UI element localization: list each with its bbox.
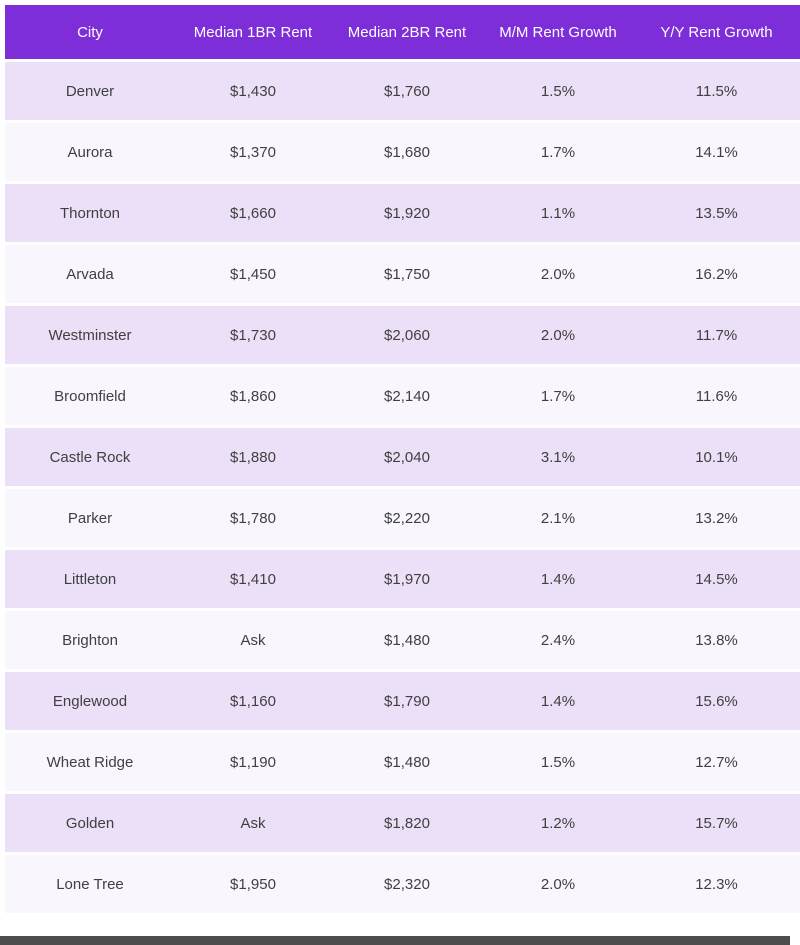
table-row: Golden Ask $1,820 1.2% 15.7% (5, 794, 800, 852)
median-1br-rent-cell: $1,430 (175, 62, 331, 120)
city-cell: Denver (5, 62, 175, 120)
table-row: Brighton Ask $1,480 2.4% 13.8% (5, 611, 800, 669)
column-header-median-1br-rent: Median 1BR Rent (175, 5, 331, 59)
median-2br-rent-cell: $1,970 (331, 550, 483, 608)
mm-rent-growth-cell: 2.0% (483, 855, 633, 913)
median-1br-rent-cell: $1,880 (175, 428, 331, 486)
mm-rent-growth-cell: 1.5% (483, 733, 633, 791)
city-cell: Englewood (5, 672, 175, 730)
table-row: Denver $1,430 $1,760 1.5% 11.5% (5, 62, 800, 120)
city-cell: Aurora (5, 123, 175, 181)
median-2br-rent-cell: $2,320 (331, 855, 483, 913)
column-header-mm-rent-growth: M/M Rent Growth (483, 5, 633, 59)
city-cell: Westminster (5, 306, 175, 364)
table-row: Broomfield $1,860 $2,140 1.7% 11.6% (5, 367, 800, 425)
mm-rent-growth-cell: 2.0% (483, 245, 633, 303)
city-cell: Thornton (5, 184, 175, 242)
median-1br-rent-cell: Ask (175, 611, 331, 669)
median-2br-rent-cell: $1,680 (331, 123, 483, 181)
city-cell: Castle Rock (5, 428, 175, 486)
table-body: Denver $1,430 $1,760 1.5% 11.5% Aurora $1,370 $… (5, 62, 800, 913)
yy-rent-growth-cell: 13.5% (633, 184, 800, 242)
mm-rent-growth-cell: 1.5% (483, 62, 633, 120)
yy-rent-growth-cell: 13.2% (633, 489, 800, 547)
mm-rent-growth-cell: 1.7% (483, 367, 633, 425)
column-header-median-2br-rent: Median 2BR Rent (331, 5, 483, 59)
median-2br-rent-cell: $1,820 (331, 794, 483, 852)
table-row: Lone Tree $1,950 $2,320 2.0% 12.3% (5, 855, 800, 913)
median-1br-rent-cell: $1,730 (175, 306, 331, 364)
table-row: Aurora $1,370 $1,680 1.7% 14.1% (5, 123, 800, 181)
median-1br-rent-cell: $1,860 (175, 367, 331, 425)
median-1br-rent-cell: Ask (175, 794, 331, 852)
city-cell: Broomfield (5, 367, 175, 425)
table-row: Castle Rock $1,880 $2,040 3.1% 10.1% (5, 428, 800, 486)
mm-rent-growth-cell: 2.4% (483, 611, 633, 669)
city-cell: Parker (5, 489, 175, 547)
city-cell: Arvada (5, 245, 175, 303)
column-header-yy-rent-growth: Y/Y Rent Growth (633, 5, 800, 59)
median-2br-rent-cell: $2,220 (331, 489, 483, 547)
median-1br-rent-cell: $1,780 (175, 489, 331, 547)
horizontal-scrollbar-track[interactable] (0, 936, 800, 945)
yy-rent-growth-cell: 13.8% (633, 611, 800, 669)
mm-rent-growth-cell: 1.2% (483, 794, 633, 852)
median-1br-rent-cell: $1,950 (175, 855, 331, 913)
yy-rent-growth-cell: 12.7% (633, 733, 800, 791)
median-1br-rent-cell: $1,160 (175, 672, 331, 730)
mm-rent-growth-cell: 3.1% (483, 428, 633, 486)
yy-rent-growth-cell: 11.6% (633, 367, 800, 425)
table-row: Arvada $1,450 $1,750 2.0% 16.2% (5, 245, 800, 303)
table-row: Parker $1,780 $2,220 2.1% 13.2% (5, 489, 800, 547)
yy-rent-growth-cell: 15.7% (633, 794, 800, 852)
median-1br-rent-cell: $1,410 (175, 550, 331, 608)
median-2br-rent-cell: $1,480 (331, 611, 483, 669)
median-2br-rent-cell: $1,920 (331, 184, 483, 242)
median-2br-rent-cell: $1,760 (331, 62, 483, 120)
rent-table-container: City Median 1BR Rent Median 2BR Rent M/M… (5, 2, 800, 916)
table-row: Westminster $1,730 $2,060 2.0% 11.7% (5, 306, 800, 364)
city-cell: Golden (5, 794, 175, 852)
column-header-city: City (5, 5, 175, 59)
yy-rent-growth-cell: 10.1% (633, 428, 800, 486)
mm-rent-growth-cell: 1.1% (483, 184, 633, 242)
city-cell: Littleton (5, 550, 175, 608)
city-cell: Brighton (5, 611, 175, 669)
median-2br-rent-cell: $2,040 (331, 428, 483, 486)
median-1br-rent-cell: $1,450 (175, 245, 331, 303)
city-cell: Lone Tree (5, 855, 175, 913)
median-2br-rent-cell: $2,140 (331, 367, 483, 425)
yy-rent-growth-cell: 14.5% (633, 550, 800, 608)
header-row: City Median 1BR Rent Median 2BR Rent M/M… (5, 5, 800, 59)
table-row: Wheat Ridge $1,190 $1,480 1.5% 12.7% (5, 733, 800, 791)
median-1br-rent-cell: $1,190 (175, 733, 331, 791)
median-1br-rent-cell: $1,370 (175, 123, 331, 181)
table-row: Littleton $1,410 $1,970 1.4% 14.5% (5, 550, 800, 608)
median-2br-rent-cell: $1,790 (331, 672, 483, 730)
median-2br-rent-cell: $1,750 (331, 245, 483, 303)
mm-rent-growth-cell: 1.4% (483, 672, 633, 730)
mm-rent-growth-cell: 1.4% (483, 550, 633, 608)
mm-rent-growth-cell: 2.1% (483, 489, 633, 547)
yy-rent-growth-cell: 11.5% (633, 62, 800, 120)
rent-table: City Median 1BR Rent Median 2BR Rent M/M… (5, 2, 800, 916)
mm-rent-growth-cell: 2.0% (483, 306, 633, 364)
city-cell: Wheat Ridge (5, 733, 175, 791)
yy-rent-growth-cell: 16.2% (633, 245, 800, 303)
horizontal-scrollbar-thumb[interactable] (0, 936, 790, 945)
yy-rent-growth-cell: 11.7% (633, 306, 800, 364)
table-row: Thornton $1,660 $1,920 1.1% 13.5% (5, 184, 800, 242)
yy-rent-growth-cell: 15.6% (633, 672, 800, 730)
yy-rent-growth-cell: 12.3% (633, 855, 800, 913)
table-row: Englewood $1,160 $1,790 1.4% 15.6% (5, 672, 800, 730)
median-2br-rent-cell: $1,480 (331, 733, 483, 791)
mm-rent-growth-cell: 1.7% (483, 123, 633, 181)
median-2br-rent-cell: $2,060 (331, 306, 483, 364)
yy-rent-growth-cell: 14.1% (633, 123, 800, 181)
median-1br-rent-cell: $1,660 (175, 184, 331, 242)
